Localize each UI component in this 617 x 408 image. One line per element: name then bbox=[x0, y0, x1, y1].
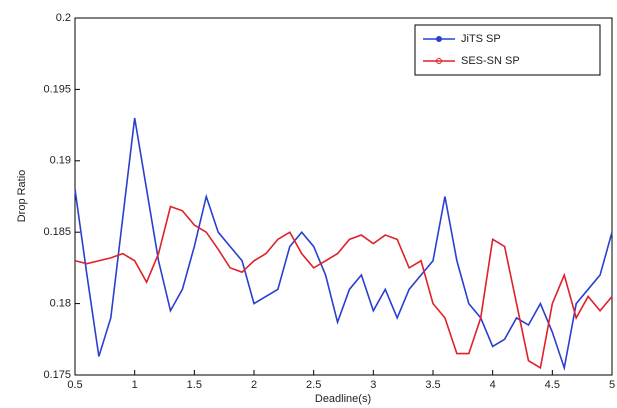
legend-marker bbox=[436, 58, 442, 64]
legend-box bbox=[414, 24, 601, 76]
y-tick-label: 0.2 bbox=[56, 12, 71, 24]
x-tick-label: 2 bbox=[251, 379, 257, 391]
y-tick-label: 0.175 bbox=[43, 369, 71, 381]
x-tick-label: 5 bbox=[609, 379, 615, 391]
x-tick-label: 4.5 bbox=[545, 379, 560, 391]
x-tick-label: 0.5 bbox=[67, 379, 82, 391]
x-tick-label: 1 bbox=[132, 379, 138, 391]
x-tick-label: 3 bbox=[370, 379, 376, 391]
x-tick-label: 2.5 bbox=[306, 379, 321, 391]
y-tick-label: 0.195 bbox=[43, 83, 71, 95]
legend-marker bbox=[436, 36, 442, 42]
x-tick-label: 3.5 bbox=[425, 379, 440, 391]
series-line bbox=[74, 117, 613, 372]
x-tick-label: 1.5 bbox=[187, 379, 202, 391]
x-tick-label: 4 bbox=[490, 379, 496, 391]
y-tick-label: 0.19 bbox=[50, 155, 71, 167]
y-axis-label: Drop Ratio bbox=[16, 170, 28, 223]
y-tick-label: 0.185 bbox=[43, 226, 71, 238]
legend-label: SES-SN SP bbox=[461, 55, 520, 67]
legend-label: JiTS SP bbox=[461, 33, 501, 45]
plot-frame bbox=[74, 17, 613, 376]
x-axis-label: Deadline(s) bbox=[315, 393, 371, 405]
y-tick-label: 0.18 bbox=[50, 298, 71, 310]
series-line bbox=[74, 205, 613, 370]
